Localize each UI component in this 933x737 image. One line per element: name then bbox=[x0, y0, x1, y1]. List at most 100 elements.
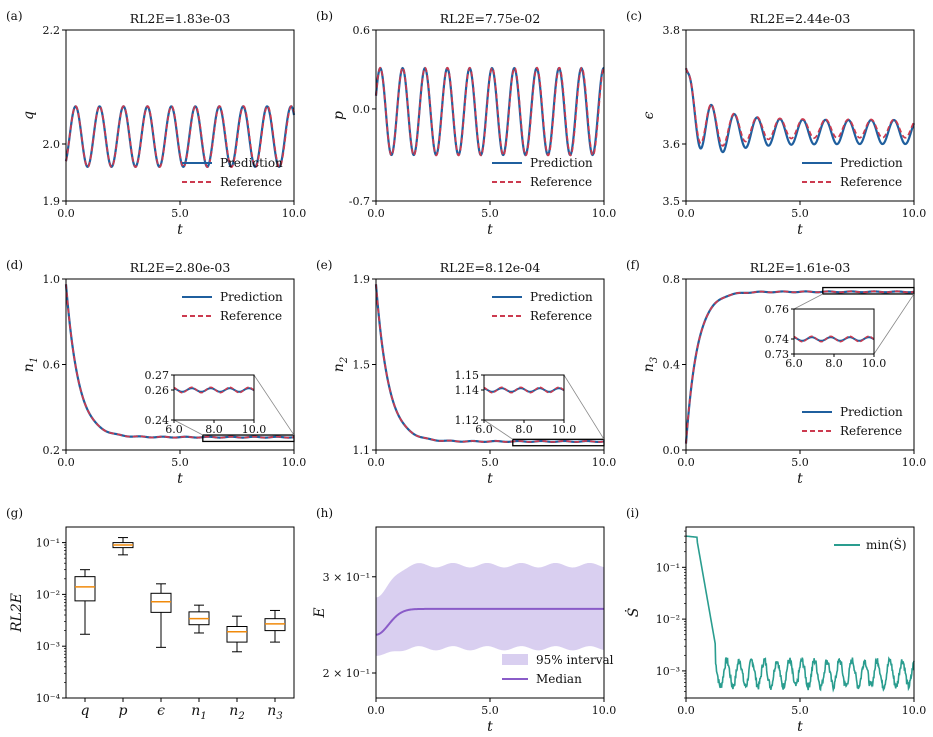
y-tick-label: 1.9 bbox=[353, 273, 371, 286]
x-tick-label: 0.0 bbox=[367, 456, 385, 469]
legend-label: Prediction bbox=[220, 156, 283, 170]
x-tick-label: 10.0 bbox=[282, 456, 307, 469]
zoom-indicator bbox=[822, 286, 915, 295]
inset-y-tick-label: 1.12 bbox=[455, 414, 480, 427]
y-tick-label: 0.0 bbox=[663, 444, 681, 457]
x-tick-label: 0.0 bbox=[57, 207, 75, 220]
x-tick-label: n1 bbox=[191, 703, 206, 722]
x-tick-label: 5.0 bbox=[791, 456, 809, 469]
x-tick-label-sub: 1 bbox=[200, 711, 206, 722]
legend-label: Reference bbox=[530, 175, 592, 189]
y-tick-label: 0.0 bbox=[353, 103, 371, 116]
panel-b: 0.0 5.0 10.0-0.70.00.6RL2E=7.75e-02tp(b)Pr… bbox=[316, 9, 616, 238]
panel-label: (c) bbox=[626, 9, 642, 23]
x-tick-label: p bbox=[119, 703, 128, 719]
x-tick-label: 5.0 bbox=[481, 207, 499, 220]
y-axis-label: E bbox=[312, 607, 328, 618]
x-axis-label: t bbox=[487, 719, 493, 735]
y-tick-label: 1.9 bbox=[43, 195, 61, 208]
box-body bbox=[150, 592, 172, 613]
inset-reference-line bbox=[483, 386, 565, 394]
legend-label: Median bbox=[536, 672, 582, 686]
y-tick-label: 10⁻¹ bbox=[656, 561, 680, 574]
inset-x-tick-label: 6.0 bbox=[475, 423, 493, 436]
x-tick-label: 5.0 bbox=[171, 456, 189, 469]
x-tick-label: 10.0 bbox=[902, 207, 927, 220]
panel-e: 0.0 5.0 10.0 1.1 1.5 1.9 RL2E=8.12e-04 t n2 (e) Pr… bbox=[316, 258, 616, 487]
x-tick-label: 10.0 bbox=[902, 456, 927, 469]
x-tick-label: 5.0 bbox=[791, 704, 809, 717]
legend-label: min(Ṡ) bbox=[866, 536, 907, 552]
x-tick-label-main: n bbox=[267, 703, 276, 719]
x-tick-label: 0.0 bbox=[677, 704, 695, 717]
legend-label: Reference bbox=[840, 424, 902, 438]
zoom-connector bbox=[873, 293, 915, 355]
y-tick-label: 3.8 bbox=[663, 24, 681, 37]
legend-label: Reference bbox=[530, 309, 592, 323]
x-tick-label-main: n bbox=[191, 703, 200, 719]
x-tick-label: 5.0 bbox=[171, 207, 189, 220]
x-tick-label: 5.0 bbox=[791, 207, 809, 220]
zoom-indicator bbox=[512, 438, 605, 447]
y-tick-label: 1.5 bbox=[353, 359, 371, 372]
inset-y-tick-label: 1.15 bbox=[455, 369, 480, 382]
reference-line bbox=[65, 105, 295, 169]
y-tick-label: 0.4 bbox=[663, 359, 681, 372]
x-axis-label: t bbox=[487, 471, 493, 487]
y-tick-label: 10⁻³ bbox=[36, 640, 60, 653]
inset-x-tick-label: 10.0 bbox=[242, 423, 267, 436]
inset-y-tick-label: 0.73 bbox=[765, 348, 790, 361]
x-tick-label: 10.0 bbox=[902, 704, 927, 717]
inset-x-tick-label: 6.0 bbox=[785, 357, 803, 370]
x-tick-label: 10.0 bbox=[282, 207, 307, 220]
y-axis-label-sub: 1 bbox=[29, 357, 40, 363]
panel-label: (a) bbox=[6, 9, 23, 23]
y-tick-label: -0.7 bbox=[349, 195, 370, 208]
y-tick-label: 10⁻⁴ bbox=[36, 692, 61, 705]
box-body bbox=[74, 576, 96, 602]
y-tick-label: 1.0 bbox=[43, 273, 61, 286]
x-axis-label: t bbox=[797, 719, 803, 735]
x-tick-label: ϵ bbox=[157, 703, 165, 719]
inset-reference-line bbox=[173, 386, 255, 394]
x-tick-label: 0.0 bbox=[367, 704, 385, 717]
inset-x-tick-label: 8.0 bbox=[515, 423, 533, 436]
legend-label: Prediction bbox=[220, 290, 283, 304]
y-axis-label: ϵ bbox=[641, 111, 657, 119]
panel-a: 0.0 5.0 10.0 1.9 2.0 2.2 RL2E=1.83e-03 t q (a) Pre… bbox=[6, 9, 306, 238]
x-tick-label-sub: 3 bbox=[276, 711, 282, 722]
panel-h: 0.0 5.0 10.0 2 × 10⁻¹ 3 × 10⁻¹ t E (h) 95% inter… bbox=[312, 506, 616, 735]
inset-x-tick-label: 10.0 bbox=[862, 357, 887, 370]
legend-label: Prediction bbox=[530, 156, 593, 170]
panel-label: (i) bbox=[626, 506, 639, 520]
reference-line bbox=[65, 284, 295, 439]
y-axis-label: q bbox=[21, 111, 37, 120]
reference-line bbox=[685, 67, 915, 147]
inset-x-tick-label: 8.0 bbox=[825, 357, 843, 370]
inset-background bbox=[174, 375, 254, 420]
inset-reference-line bbox=[793, 335, 875, 343]
x-tick-label: 10.0 bbox=[592, 704, 617, 717]
panel-title: RL2E=1.83e-03 bbox=[130, 11, 231, 26]
inset-x-tick-label: 8.0 bbox=[205, 423, 223, 436]
panel-title: RL2E=2.80e-03 bbox=[130, 260, 231, 275]
x-tick-label-main: q bbox=[81, 703, 90, 719]
x-axis-label: t bbox=[797, 222, 803, 238]
inset-background bbox=[484, 375, 564, 420]
y-tick-label: 1.1 bbox=[353, 444, 371, 457]
median-line bbox=[375, 607, 604, 636]
inset-y-tick-label: 0.76 bbox=[765, 303, 790, 316]
panel-c: 0.0 5.0 10.0 3.5 3.6 3.8 RL2E=2.44e-03 t ϵ (c) Pre… bbox=[626, 9, 926, 238]
y-axis-label: n1 bbox=[21, 357, 40, 372]
y-tick-label: 0.6 bbox=[353, 24, 371, 37]
box-body bbox=[264, 618, 286, 632]
y-axis-label: n2 bbox=[331, 357, 350, 372]
x-tick-label-main: p bbox=[119, 703, 128, 719]
x-tick-label-main: n bbox=[229, 703, 238, 719]
y-tick-label: 10⁻³ bbox=[656, 665, 680, 678]
panel-title: RL2E=2.44e-03 bbox=[750, 11, 851, 26]
inset-y-tick-label: 0.24 bbox=[145, 414, 170, 427]
y-axis-label-sub: 2 bbox=[339, 357, 350, 364]
x-tick-label: 5.0 bbox=[481, 456, 499, 469]
